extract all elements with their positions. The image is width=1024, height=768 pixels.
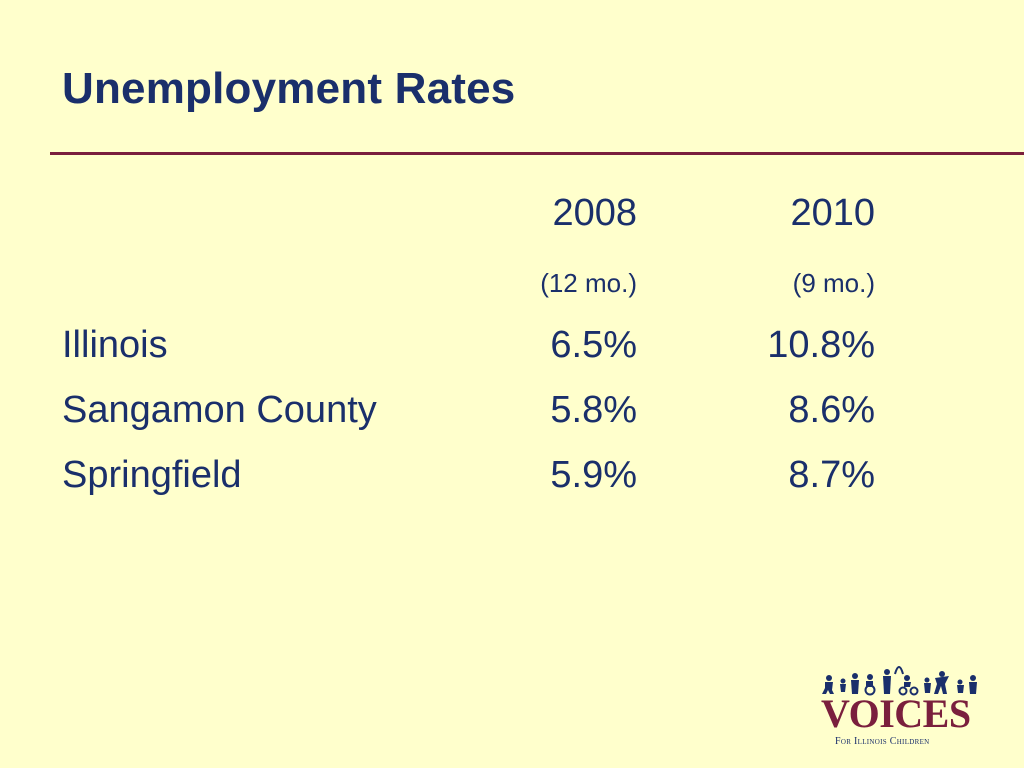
rate-cell: 6.5% [550,324,637,366]
column-header-year: 2008 [552,192,637,234]
column-header-year: 2010 [790,192,875,234]
column-header-period: (9 mo.) [792,268,875,298]
rate-cell: 8.7% [788,454,875,496]
row-label: Springfield [62,454,242,496]
logo-tagline: For Illinois Children [835,736,930,747]
rate-cell: 5.8% [550,389,637,431]
slide-title: Unemployment Rates [62,64,516,113]
rate-cell: 10.8% [767,324,875,366]
column-header-period: (12 mo.) [540,268,637,298]
logo-wordmark: VOICES [821,691,971,736]
row-label: Sangamon County [62,389,377,431]
rate-cell: 8.6% [788,389,875,431]
title-divider [50,152,1024,155]
row-label: Illinois [62,324,168,366]
rate-cell: 5.9% [550,454,637,496]
voices-logo: VOICES For Illinois Children [815,654,987,754]
children-silhouettes-icon [822,666,977,696]
